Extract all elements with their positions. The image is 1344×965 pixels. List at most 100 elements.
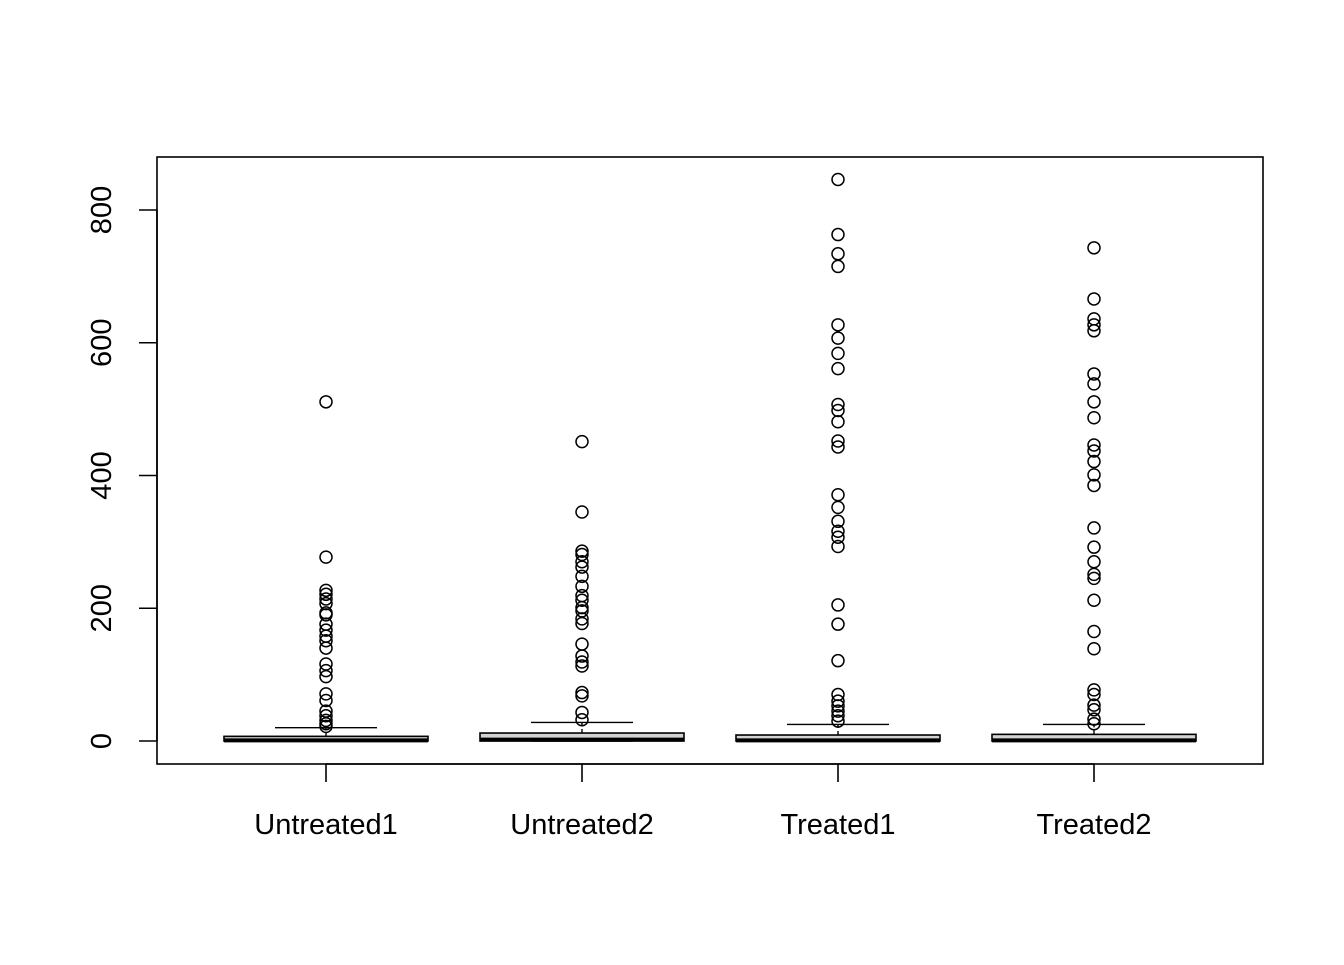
outlier-point — [1087, 698, 1101, 712]
outlier-point — [1087, 324, 1101, 338]
outlier-point — [831, 440, 845, 454]
outlier-point — [1087, 521, 1101, 535]
outlier-point — [831, 259, 845, 274]
outlier-point — [575, 569, 589, 584]
outlier-point — [831, 318, 845, 332]
outlier-point — [575, 544, 589, 558]
outlier-point — [575, 555, 589, 569]
outlier-point — [319, 687, 333, 701]
outlier-point — [831, 434, 845, 448]
y-tick-label-800: 800 — [86, 186, 118, 234]
outliers-layer — [319, 172, 1101, 734]
box-Treated1 — [735, 723, 941, 743]
outlier-point — [319, 713, 333, 728]
outlier-point — [831, 617, 845, 631]
outlier-point — [831, 598, 845, 612]
outlier-point — [319, 550, 333, 564]
outlier-point — [319, 608, 333, 622]
outlier-point — [319, 641, 333, 655]
outlier-point — [319, 634, 333, 648]
y-tick-label-200: 200 — [86, 584, 118, 632]
outlier-point — [1087, 716, 1101, 731]
outlier-point — [319, 709, 333, 723]
outlier-point — [575, 689, 589, 703]
outlier-point — [831, 331, 845, 345]
outlier-point — [319, 587, 333, 602]
outlier-point — [575, 655, 589, 669]
outlier-point — [1087, 367, 1101, 381]
outlier-point — [1087, 555, 1101, 569]
outlier-point — [319, 583, 333, 598]
outlier-point — [319, 395, 333, 409]
outlier-point — [1087, 567, 1101, 582]
outlier-point — [1087, 444, 1101, 458]
outlier-point — [575, 685, 589, 700]
outlier-point — [319, 669, 333, 684]
outlier-point — [1087, 712, 1101, 726]
outlier-point — [1087, 377, 1101, 391]
outlier-point — [831, 414, 845, 429]
outlier-point — [575, 659, 589, 673]
outlier-point — [831, 227, 845, 242]
outlier-point — [319, 663, 333, 678]
plot-frame — [156, 156, 1264, 765]
outlier-point — [575, 434, 589, 449]
outlier-point — [575, 713, 589, 727]
outlier-point — [1087, 395, 1101, 409]
box-Untreated2 — [479, 721, 685, 742]
outlier-point — [1087, 571, 1101, 586]
outlier-point — [831, 346, 845, 361]
outlier-point — [831, 524, 845, 539]
outlier-point — [831, 714, 845, 728]
outlier-point — [831, 361, 845, 376]
outlier-point — [1087, 454, 1101, 469]
outlier-point — [575, 579, 589, 594]
outlier-point — [575, 649, 589, 663]
outlier-point — [831, 500, 845, 515]
outlier-point — [831, 539, 845, 554]
box-Untreated1 — [223, 727, 429, 743]
outlier-point — [831, 172, 845, 187]
outlier-point — [575, 612, 589, 626]
outlier-point — [1087, 687, 1101, 702]
outlier-point — [831, 247, 845, 261]
y-tick-label-600: 600 — [86, 319, 118, 367]
x-tick-label-Treated1: Treated1 — [781, 809, 896, 841]
outlier-point — [831, 487, 845, 502]
outlier-point — [1087, 478, 1101, 493]
outlier-point — [831, 514, 845, 529]
outlier-point — [575, 705, 589, 720]
outlier-point — [319, 592, 333, 606]
outlier-point — [831, 709, 845, 723]
x-tick-label-Treated2: Treated2 — [1037, 809, 1152, 841]
outlier-point — [575, 637, 589, 651]
boxes-layer — [223, 721, 1197, 743]
outlier-point — [575, 505, 589, 519]
outlier-point — [1087, 683, 1101, 697]
outlier-point — [319, 719, 333, 734]
outlier-point — [1087, 438, 1101, 452]
outlier-point — [1087, 241, 1101, 255]
y-tick-label-0: 0 — [86, 733, 118, 749]
outlier-point — [831, 704, 845, 718]
outlier-point — [831, 530, 845, 544]
outlier-point — [1087, 411, 1101, 425]
outlier-point — [319, 623, 333, 637]
outlier-point — [831, 653, 845, 668]
outlier-point — [1087, 540, 1101, 554]
outlier-point — [1087, 641, 1101, 656]
outlier-point — [319, 693, 333, 708]
outlier-point — [1087, 593, 1101, 608]
outlier-point — [1087, 292, 1101, 306]
outlier-point — [831, 694, 845, 708]
x-tick-label-Untreated1: Untreated1 — [254, 809, 398, 841]
outlier-point — [575, 593, 589, 608]
outlier-point — [1087, 703, 1101, 717]
outlier-point — [1087, 318, 1101, 332]
outlier-point — [575, 560, 589, 574]
outlier-point — [1087, 624, 1101, 639]
outlier-point — [1087, 468, 1101, 482]
y-tick-label-400: 400 — [86, 451, 118, 499]
